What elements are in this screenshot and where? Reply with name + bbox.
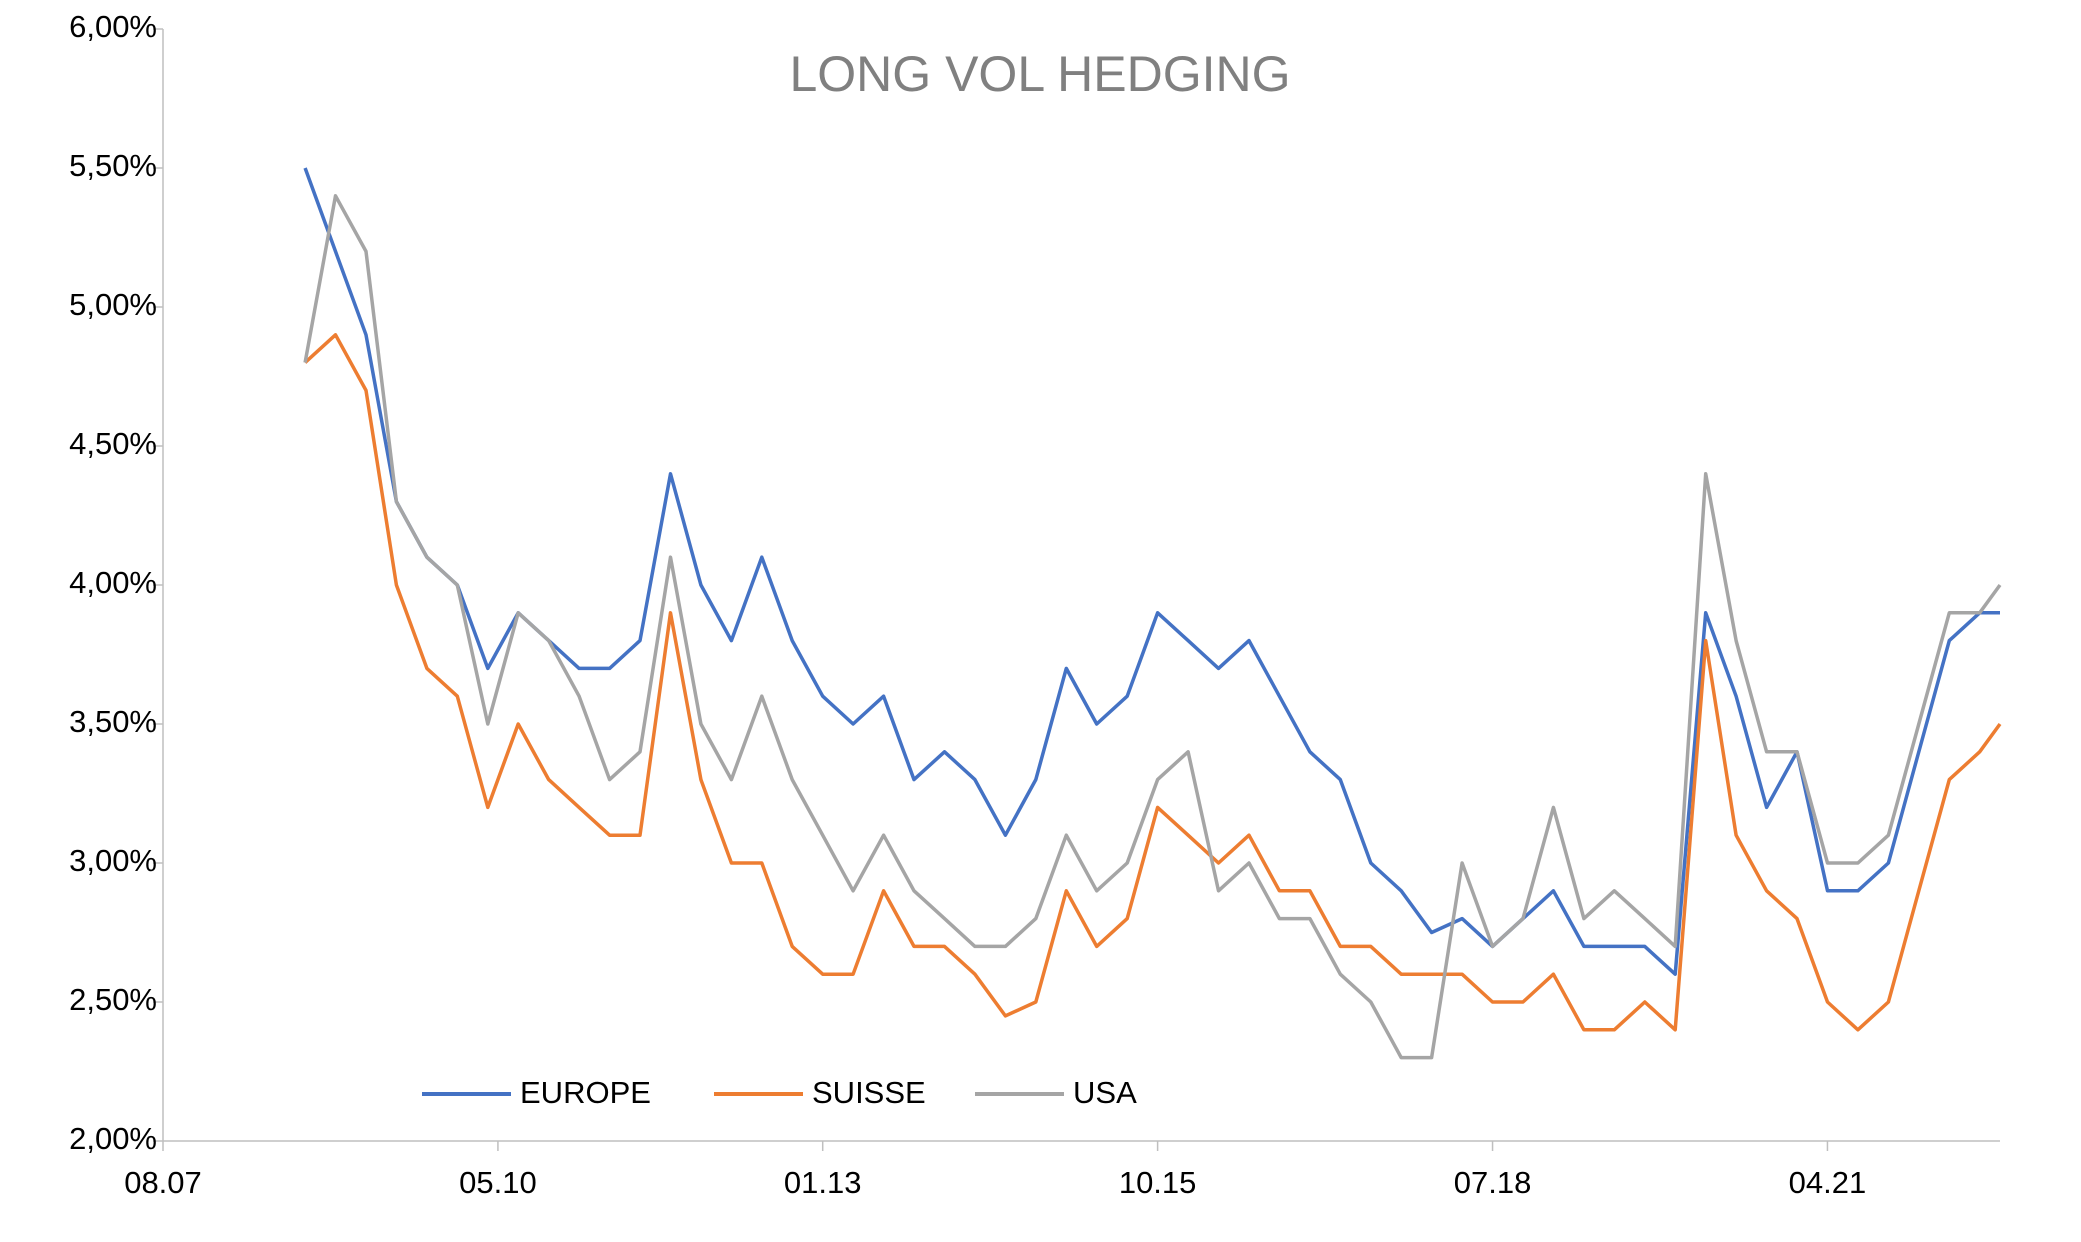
- y-tick-label: 5,00%: [69, 287, 157, 322]
- chart-title: LONG VOL HEDGING: [789, 46, 1290, 102]
- x-tick-label: 04.21: [1789, 1165, 1867, 1200]
- line-series: [303, 333, 2002, 1032]
- y-tick-label: 3,50%: [69, 704, 157, 739]
- line-series: [303, 167, 2000, 976]
- y-tick-label: 6,00%: [69, 9, 157, 44]
- x-tick-label: 01.13: [784, 1165, 862, 1200]
- y-tick-label: 2,50%: [69, 982, 157, 1017]
- y-tick-label: 2,00%: [69, 1121, 157, 1156]
- x-tick-label: 07.18: [1454, 1165, 1532, 1200]
- y-tick-label: 5,50%: [69, 148, 157, 183]
- y-tick-label: 4,00%: [69, 565, 157, 600]
- legend-label: SUISSE: [812, 1075, 926, 1110]
- y-tick-label: 4,50%: [69, 426, 157, 461]
- line-series: [303, 194, 2002, 1060]
- x-tick-label: 05.10: [459, 1165, 537, 1200]
- x-tick-label: 08.07: [124, 1165, 202, 1200]
- legend-label: USA: [1073, 1075, 1137, 1110]
- y-tick-label: 3,00%: [69, 843, 157, 878]
- x-tick-label: 10.15: [1119, 1165, 1197, 1200]
- legend-label: EUROPE: [520, 1075, 651, 1110]
